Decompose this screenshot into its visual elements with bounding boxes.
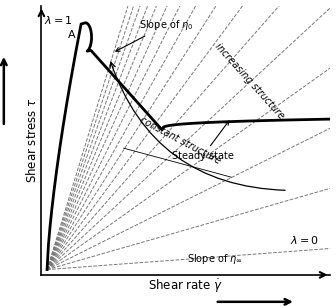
Text: increasing structure: increasing structure [213,41,286,121]
Text: Steady state: Steady state [172,121,234,161]
Y-axis label: Shear stress $\tau$: Shear stress $\tau$ [25,97,39,183]
Text: Slope of $\eta_{\infty}$: Slope of $\eta_{\infty}$ [187,252,243,266]
X-axis label: Shear rate $\dot{\gamma}$: Shear rate $\dot{\gamma}$ [149,278,223,295]
Text: A: A [68,30,75,39]
Text: Slope of $\eta_0$: Slope of $\eta_0$ [116,18,194,51]
Text: constant structure: constant structure [138,115,222,166]
Text: $\lambda=0$: $\lambda=0$ [290,234,319,246]
Text: $\lambda=1$: $\lambda=1$ [44,14,73,26]
